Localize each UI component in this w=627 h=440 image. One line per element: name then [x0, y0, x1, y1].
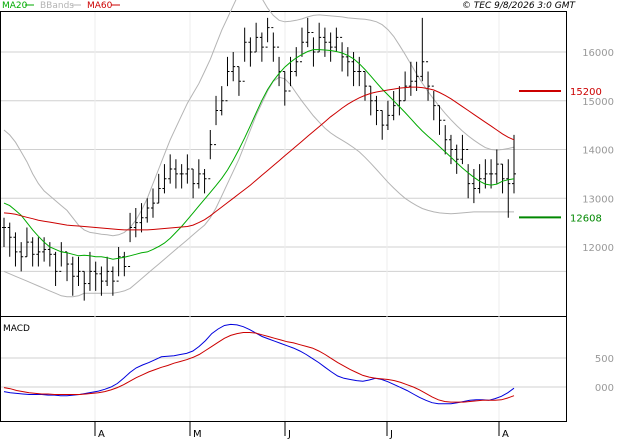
macd-line: [3, 323, 515, 405]
price-tick-label: 15000: [582, 97, 614, 108]
legend: MA20 BBands MA60 © TEC 9/8/2026 3:0 GMT: [2, 1, 576, 11]
bollinger-band-line: [3, 0, 515, 237]
support-level-label: 12608: [570, 213, 602, 224]
x-tick-label: A: [98, 429, 105, 440]
moving-average-layer: [3, 49, 515, 260]
x-tick-label: J: [389, 429, 393, 440]
macd-panel-frame: [0, 316, 567, 422]
legend-ma20-label: MA20: [2, 1, 28, 11]
price-tick-label: 13000: [582, 194, 614, 205]
axis-labels-layer: 16000 15000 14000 13000 12000 A M J J A 500 000: [94, 48, 614, 440]
price-panel-frame: [0, 11, 567, 317]
copyright-text: © TEC 9/8/2026 3:0 GMT: [462, 1, 577, 11]
legend-ma60-label: MA60: [87, 1, 113, 11]
macd-title: MACD: [3, 324, 30, 334]
bollinger-band-line: [3, 76, 514, 298]
ohlc-bars-layer: [2, 17, 516, 301]
grid-layer: [1, 12, 566, 421]
legend-bbands-label: BBands: [40, 1, 74, 11]
ma20-line: [3, 49, 515, 260]
x-tick-label: A: [502, 429, 509, 440]
price-tick-label: 12000: [582, 243, 614, 254]
macd-tick-label: 000: [595, 383, 614, 394]
macd-lines-layer: [3, 323, 515, 405]
price-levels-layer: 15200 12608: [519, 87, 602, 224]
x-tick-label: J: [287, 429, 291, 440]
x-tick-label: M: [193, 429, 202, 440]
ma60-line: [3, 86, 515, 231]
resistance-level-label: 15200: [570, 87, 602, 98]
macd-tick-label: 500: [595, 354, 614, 365]
price-tick-label: 16000: [582, 48, 614, 59]
signal-line: [3, 332, 515, 403]
bollinger-bands-layer: [3, 0, 515, 298]
price-tick-label: 14000: [582, 146, 614, 157]
